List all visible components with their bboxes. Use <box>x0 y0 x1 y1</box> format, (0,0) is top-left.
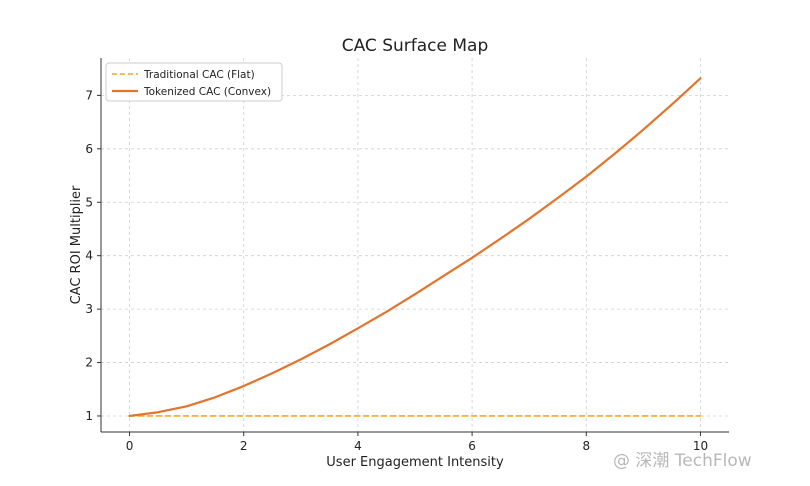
x-tick-label: 0 <box>126 439 134 453</box>
legend-box <box>105 62 283 102</box>
series-line-tokenized-cac <box>128 77 702 418</box>
y-tick-label: 2 <box>85 356 93 370</box>
x-axis-label: User Engagement Intensity <box>326 455 504 470</box>
x-tick-label: 6 <box>468 439 476 453</box>
chart-title: CAC Surface Map <box>342 36 489 56</box>
axes-layer <box>97 58 729 436</box>
x-tick-label: 8 <box>582 439 590 453</box>
watermark: @ 深潮 TechFlow <box>613 451 752 471</box>
x-tick-label: 10 <box>693 439 708 453</box>
y-tick-label: 7 <box>85 88 93 102</box>
legend-label: Tokenized CAC (Convex) <box>143 86 271 98</box>
y-tick-label: 1 <box>85 409 93 423</box>
y-tick-label: 3 <box>85 302 93 316</box>
legend: Traditional CAC (Flat) Tokenized CAC (Con… <box>105 62 283 102</box>
grid-layer <box>101 58 729 432</box>
y-axis-label: CAC ROI Multiplier <box>69 185 84 304</box>
x-tick-label: 4 <box>354 439 362 453</box>
y-tick-label: 6 <box>85 142 93 156</box>
y-tick-label: 5 <box>85 195 93 209</box>
x-tick-label: 2 <box>240 439 248 453</box>
plot-layer <box>128 77 702 418</box>
watermark-text: @ 深潮 TechFlow <box>613 451 752 471</box>
y-tick-label: 4 <box>85 249 93 263</box>
legend-label: Traditional CAC (Flat) <box>143 69 255 81</box>
